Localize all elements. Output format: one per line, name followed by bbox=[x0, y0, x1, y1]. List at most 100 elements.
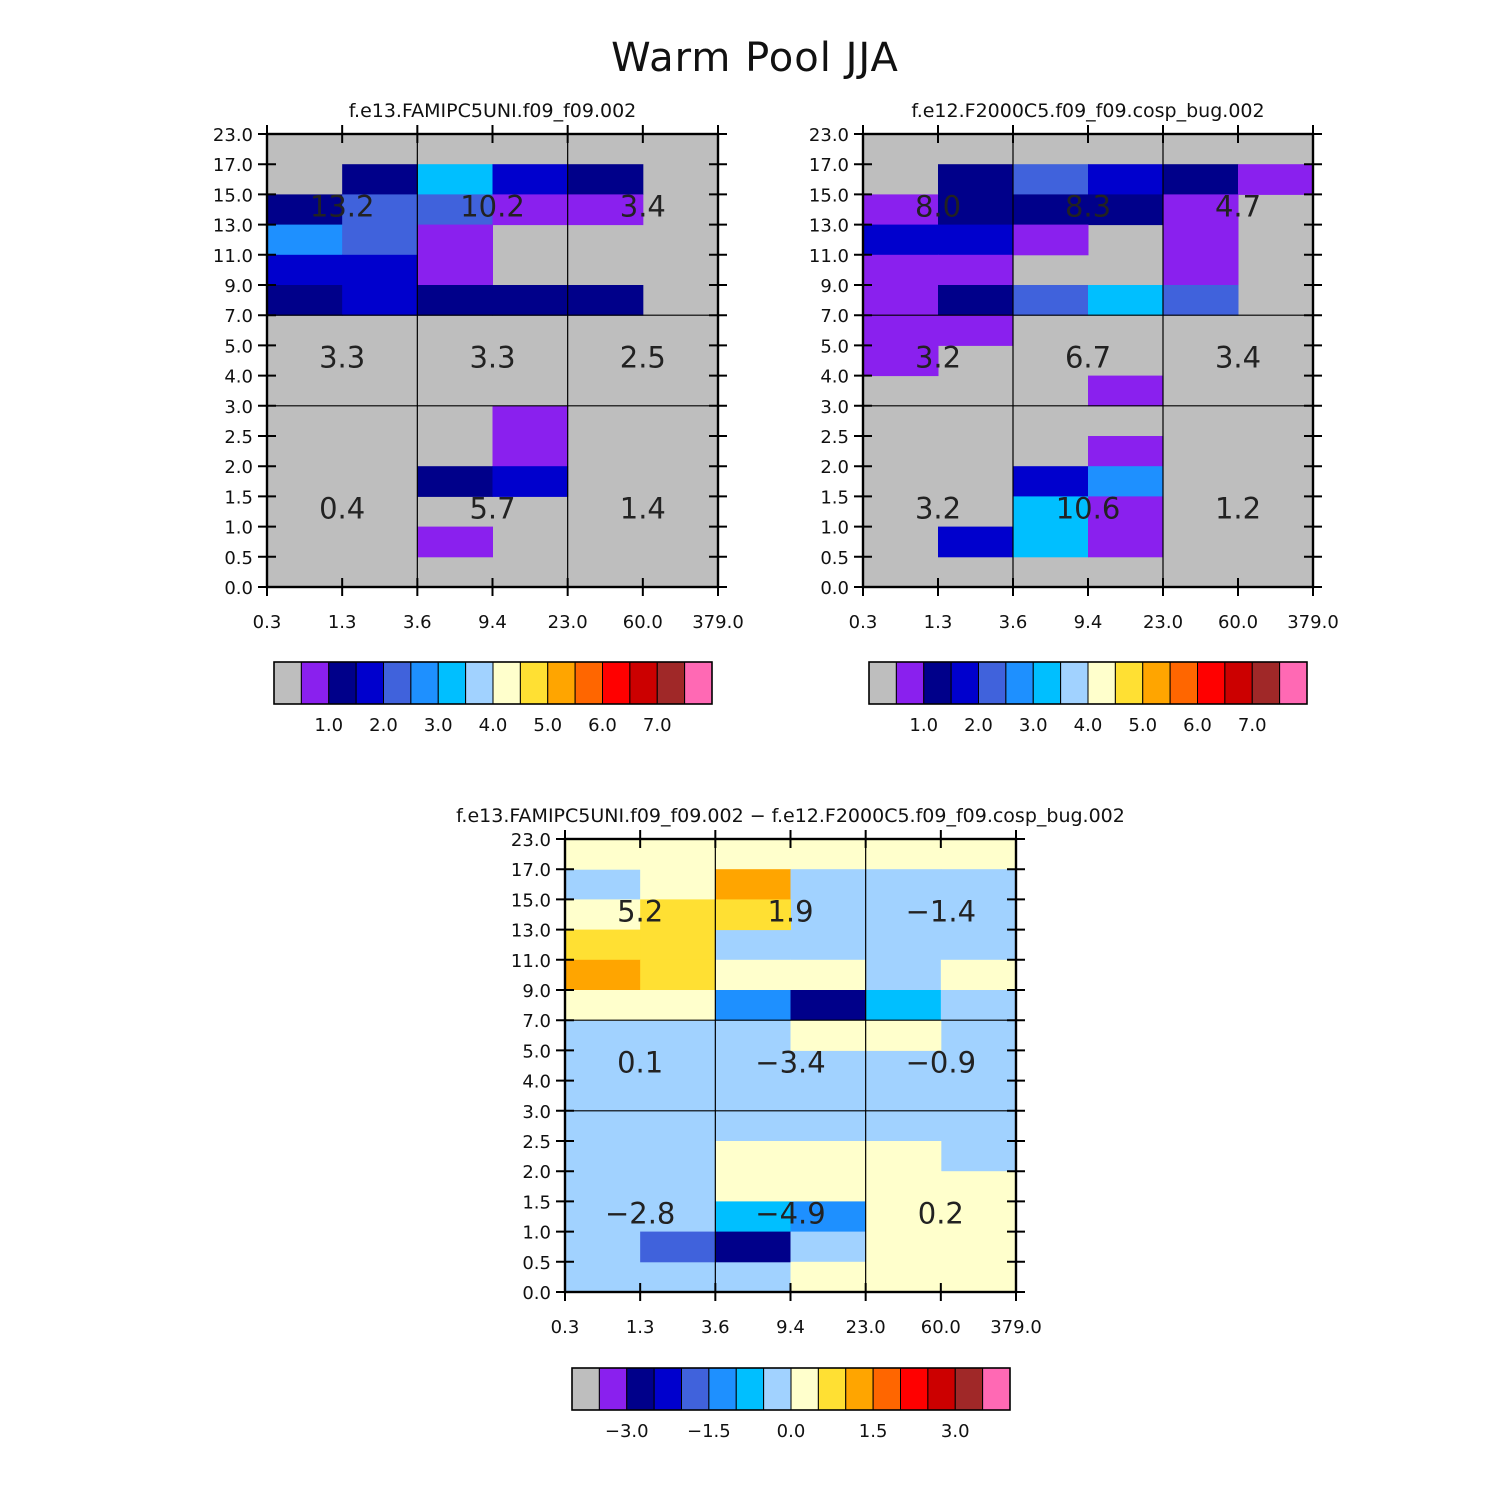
region-value-label: 0.1 bbox=[617, 1045, 663, 1079]
heatmap-cell bbox=[565, 839, 641, 870]
heatmap-cell bbox=[790, 959, 867, 991]
colorbar-swatch bbox=[629, 661, 658, 705]
heatmap-cell bbox=[640, 1231, 716, 1263]
heatmap-cell bbox=[865, 1171, 942, 1202]
heatmap-cell bbox=[492, 194, 569, 226]
heatmap-cell bbox=[940, 1231, 1017, 1263]
region-value-label: 10.2 bbox=[460, 189, 525, 223]
colorbar-swatch bbox=[383, 661, 412, 705]
colorbar-swatch bbox=[681, 1367, 710, 1411]
heatmap-cell bbox=[938, 315, 1014, 346]
heatmap-cell bbox=[940, 1261, 1017, 1293]
heatmap-cell bbox=[567, 164, 644, 195]
heatmap-cell bbox=[790, 1110, 867, 1142]
x-tick-label: 0.3 bbox=[551, 1317, 580, 1338]
colorbar: −3.0 −1.5 0.0 1.5 3.0 bbox=[571, 1367, 1011, 1442]
heatmap-cell bbox=[342, 285, 418, 316]
colorbar-label: −1.5 bbox=[687, 1421, 731, 1442]
colorbar-label: 3.0 bbox=[1019, 715, 1048, 736]
y-tick-label: 2.5 bbox=[224, 427, 253, 448]
x-tick-label: 0.3 bbox=[253, 612, 282, 633]
colorbar-swatch bbox=[547, 661, 576, 705]
heatmap-cell bbox=[1163, 254, 1239, 286]
y-tick-label: 2.0 bbox=[820, 457, 849, 478]
colorbar-label: 3.0 bbox=[941, 1421, 970, 1442]
heatmap-cell bbox=[790, 990, 867, 1021]
heatmap-cell bbox=[1163, 164, 1239, 195]
heatmap-cell bbox=[1088, 194, 1164, 226]
heatmap-cell bbox=[790, 1171, 867, 1202]
heatmap-cell bbox=[1013, 224, 1089, 256]
y-tick-label: 1.0 bbox=[224, 518, 253, 539]
colorbar-swatch bbox=[355, 661, 384, 705]
colorbar-frame bbox=[868, 661, 1308, 705]
colorbar-label: 2.0 bbox=[369, 715, 398, 736]
heatmap-cell bbox=[417, 194, 493, 226]
y-tick-label: 11.0 bbox=[213, 246, 253, 267]
region-value-label: −1.4 bbox=[906, 894, 976, 928]
heatmap-cell bbox=[938, 224, 1014, 256]
colorbar-frame bbox=[273, 661, 713, 705]
colorbar-swatch bbox=[950, 661, 979, 705]
y-tick-label: 5.0 bbox=[522, 1041, 551, 1062]
colorbar-swatch bbox=[923, 661, 952, 705]
heatmap-cell bbox=[863, 345, 939, 377]
y-tick-label: 2.5 bbox=[522, 1132, 551, 1153]
heatmap-cell bbox=[715, 959, 791, 991]
colorbar-swatch bbox=[900, 1367, 929, 1411]
colorbar-label: 4.0 bbox=[1074, 715, 1103, 736]
heatmap-cell bbox=[1163, 224, 1239, 256]
heatmap-cell bbox=[417, 224, 493, 256]
x-tick-label: 60.0 bbox=[1218, 612, 1258, 633]
region-value-label: 3.2 bbox=[915, 491, 961, 525]
heatmap-cell bbox=[567, 285, 644, 316]
heatmap-cell bbox=[865, 1201, 942, 1233]
heatmap-cell bbox=[715, 1231, 791, 1263]
colorbar-label: 0.0 bbox=[777, 1421, 806, 1442]
colorbar-swatch bbox=[1279, 661, 1308, 705]
heatmap-cell bbox=[565, 959, 641, 991]
colorbar: 1.0 2.0 3.0 4.0 5.0 6.0 7.0 bbox=[273, 661, 713, 736]
heatmap-cell bbox=[715, 839, 791, 870]
colorbar-swatch bbox=[410, 661, 439, 705]
panel-title: f.e13.FAMIPC5UNI.f09_f09.002 − f.e12.F20… bbox=[456, 805, 1125, 827]
heatmap-cell bbox=[492, 405, 569, 437]
colorbar-swatch bbox=[763, 1367, 792, 1411]
colorbar-label: 7.0 bbox=[643, 715, 672, 736]
heatmap-cell bbox=[865, 839, 942, 870]
heatmap-cell bbox=[417, 164, 493, 195]
y-tick-label: 9.0 bbox=[522, 981, 551, 1002]
region-value-label: 3.4 bbox=[620, 189, 666, 223]
colorbar-swatch bbox=[954, 1367, 984, 1411]
heatmap-cell bbox=[940, 990, 1017, 1021]
region-value-label: −4.9 bbox=[755, 1196, 825, 1230]
heatmap-cell bbox=[565, 929, 641, 961]
heatmap-cell bbox=[417, 526, 493, 558]
y-tick-label: 7.0 bbox=[522, 1011, 551, 1032]
colorbar-swatch bbox=[653, 1367, 682, 1411]
y-tick-label: 4.0 bbox=[820, 367, 849, 388]
heatmap-cell bbox=[1013, 466, 1089, 497]
colorbar-swatch bbox=[1224, 661, 1253, 705]
region-value-label: 8.0 bbox=[915, 189, 961, 223]
heatmap-cell bbox=[940, 1201, 1017, 1233]
y-tick-label: 13.0 bbox=[809, 216, 849, 237]
y-tick-label: 4.0 bbox=[224, 367, 253, 388]
y-tick-label: 17.0 bbox=[809, 155, 849, 176]
x-tick-label: 1.3 bbox=[924, 612, 953, 633]
heatmap-cell bbox=[940, 1171, 1017, 1202]
region-value-label: −0.9 bbox=[906, 1045, 976, 1079]
heatmap-cell bbox=[567, 194, 644, 226]
heatmap-cell bbox=[715, 1201, 791, 1233]
colorbar-label: 3.0 bbox=[424, 715, 453, 736]
colorbar-swatch bbox=[1114, 661, 1144, 705]
heatmap-cell bbox=[1088, 375, 1164, 407]
x-tick-label: 379.0 bbox=[1287, 612, 1339, 633]
colorbar-swatch bbox=[1005, 661, 1034, 705]
y-tick-label: 1.0 bbox=[820, 518, 849, 539]
y-tick-label: 0.0 bbox=[522, 1283, 551, 1304]
heatmap-cell bbox=[1013, 496, 1089, 528]
heatmap-cell bbox=[1013, 526, 1089, 558]
region-value-label: 1.2 bbox=[1215, 491, 1261, 525]
